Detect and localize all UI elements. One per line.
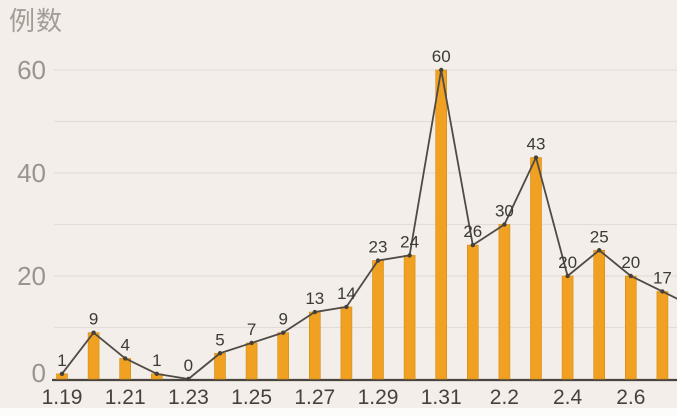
line-marker-1.22: [154, 371, 159, 377]
bar-1.26: [277, 332, 290, 380]
bar-2.3: [530, 157, 542, 380]
x-tick-label-1.27: 1.27: [294, 386, 335, 409]
line-marker-1.21: [123, 356, 128, 361]
data-label-2.2: 30: [495, 202, 514, 221]
x-tick-label-1.19: 1.19: [42, 386, 83, 409]
line-marker-1.25: [249, 340, 254, 346]
data-label-1.20: 9: [89, 310, 98, 329]
bar-1.31: [435, 69, 448, 380]
data-label-1.21: 4: [120, 335, 129, 354]
line-marker-2.7: [660, 289, 665, 294]
line-marker-1.23: [186, 376, 191, 382]
y-tick-label-0: 0: [32, 358, 46, 388]
bar-2.6: [624, 275, 637, 380]
data-label-2.4: 20: [558, 253, 577, 272]
bar-1.25: [245, 342, 258, 380]
line-marker-1.24: [217, 351, 223, 356]
line-marker-1.27: [312, 309, 317, 315]
line-marker-1.20: [91, 330, 96, 335]
x-tick-label-1.25: 1.25: [231, 386, 272, 409]
line-marker-2.4: [565, 273, 570, 279]
data-label-2.7: 17: [653, 268, 672, 287]
line-marker-1.31: [439, 67, 444, 73]
bar-2.4: [561, 275, 574, 380]
bar-2.5: [593, 249, 606, 380]
bar-1.20: [87, 332, 100, 380]
line-marker-1.30: [407, 253, 412, 258]
data-label-1.22: 1: [152, 351, 161, 370]
data-label-2.1: 26: [463, 222, 482, 241]
data-label-1.26: 9: [278, 310, 287, 329]
x-tick-label-1.21: 1.21: [105, 386, 146, 409]
data-label-1.28: 14: [337, 284, 356, 303]
line-marker-2.5: [597, 248, 602, 253]
data-label-1.29: 23: [369, 238, 388, 257]
data-label-2.6: 20: [621, 253, 640, 272]
bottom-strip: [0, 408, 677, 416]
line-marker-2.6: [628, 273, 633, 279]
x-tick-label-1.23: 1.23: [168, 386, 209, 409]
x-tick-label-2.4: 2.4: [553, 386, 583, 409]
data-label-1.27: 13: [305, 289, 324, 308]
x-tick-label-1.29: 1.29: [358, 386, 399, 409]
data-label-2.5: 25: [590, 227, 609, 246]
y-tick-label-40: 40: [17, 158, 46, 188]
bar-1.21: [119, 358, 131, 380]
x-tick-label-2.2: 2.2: [490, 386, 519, 409]
data-label-1.31: 60: [432, 47, 451, 66]
data-label-1.19: 1: [57, 351, 66, 370]
bar-1.30: [403, 255, 416, 380]
line-marker-1.19: [59, 371, 65, 377]
data-label-1.30: 24: [400, 232, 419, 251]
line-marker-2.3: [533, 155, 539, 160]
bar-2.1: [466, 244, 479, 380]
line-marker-2.1: [470, 242, 475, 248]
x-tick-label-2.6: 2.6: [616, 386, 645, 409]
bar-1.27: [308, 311, 321, 380]
bar-1.28: [340, 306, 353, 380]
y-tick-label-20: 20: [17, 261, 46, 291]
x-tick-label-1.31: 1.31: [421, 386, 462, 409]
data-label-1.23: 0: [184, 356, 193, 375]
line-marker-1.28: [344, 304, 349, 310]
bar-2.7: [656, 291, 669, 380]
bar-1.29: [372, 260, 384, 380]
line-marker-1.26: [281, 330, 286, 335]
bar-2.2: [498, 224, 511, 380]
line-marker-1.29: [375, 258, 381, 263]
y-axis-title: 例数: [9, 6, 64, 36]
data-label-2.3: 43: [527, 135, 546, 154]
y-tick-label-60: 60: [17, 55, 46, 85]
data-label-1.25: 7: [247, 320, 256, 339]
data-label-1.24: 5: [215, 330, 224, 349]
line-marker-2.2: [502, 222, 507, 227]
